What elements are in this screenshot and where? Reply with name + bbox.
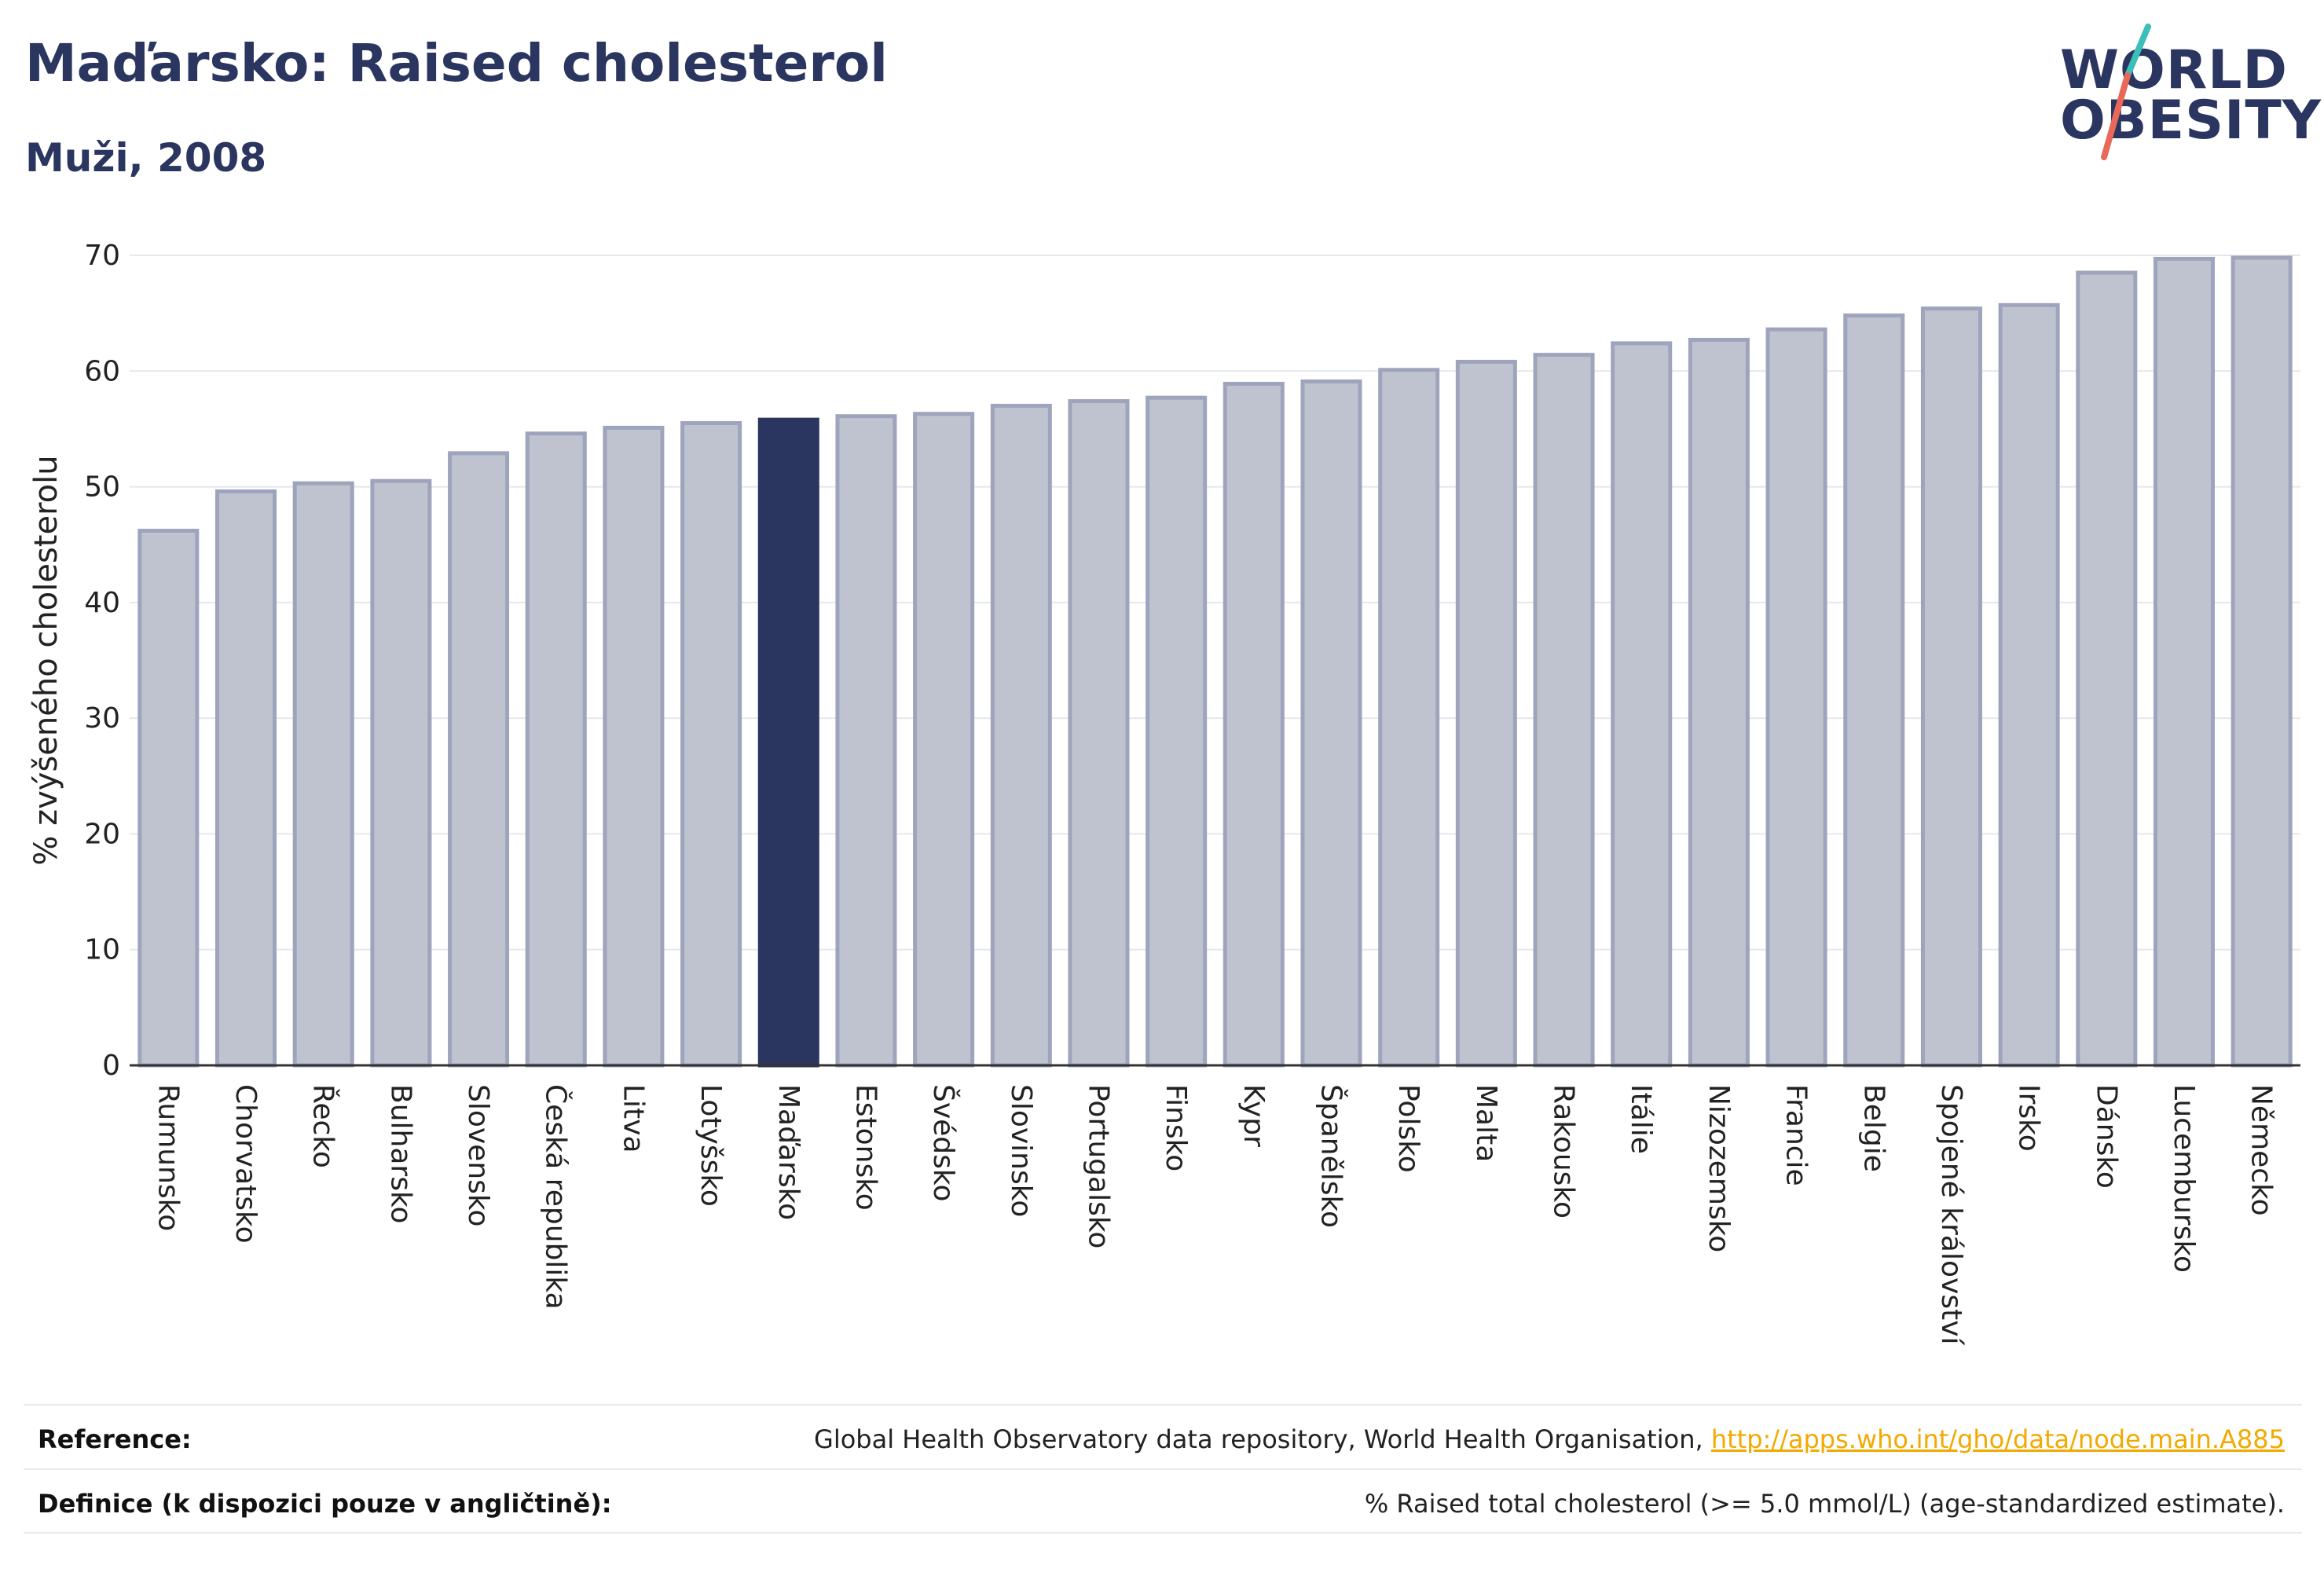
logo-line2: OBESITY: [2060, 90, 2322, 152]
x-tick-label: Estonsko: [849, 1084, 882, 1211]
x-tick-label: Malta: [1470, 1084, 1502, 1162]
logo-line1: WORLD: [2060, 39, 2288, 101]
y-tick-label: 0: [102, 1050, 120, 1082]
x-tick-label: Slovensko: [462, 1084, 494, 1227]
reference-text: Global Health Observatory data repositor…: [814, 1424, 1703, 1454]
y-tick-label: 40: [84, 587, 120, 619]
definition-label: Definice (k dispozici pouze v angličtině…: [38, 1489, 612, 1519]
bar-chart: 0 10 20 30 40 50 60 70 Rumunsko Chorvatsko Řecko Bu…: [28, 240, 2300, 1346]
chart-title: Maďarsko: Raised cholesterol: [25, 33, 888, 93]
footer-divider: [24, 1532, 2302, 1534]
reference-row: Reference: Global Health Observatory dat…: [24, 1404, 2302, 1468]
x-tick-label: Francie: [1780, 1084, 1813, 1186]
bars: [137, 255, 2293, 1068]
reference-label: Reference:: [38, 1424, 192, 1454]
x-tick-label: Švédsko: [927, 1084, 960, 1202]
x-tick-label: Portugalsko: [1082, 1084, 1114, 1248]
definition-row: Definice (k dispozici pouze v angličtině…: [24, 1468, 2302, 1533]
x-tick-label: Irsko: [2013, 1084, 2045, 1152]
definition-text: % Raised total cholesterol (>= 5.0 mmol/…: [1364, 1489, 2285, 1519]
axes: 0 10 20 30 40 50 60 70 Rumunsko Chorvatsko Řecko Bu…: [84, 240, 2300, 1346]
bar-19[interactable]: [1611, 341, 1673, 1068]
x-tick-label: Lucembursko: [2168, 1084, 2200, 1273]
bar-16[interactable]: [1378, 368, 1440, 1068]
x-tick-label: Maďarsko: [772, 1084, 805, 1220]
x-tick-label: Česká republika: [540, 1084, 573, 1310]
y-axis-label: % zvýšeného cholesterolu: [28, 455, 64, 865]
reference-value: Global Health Observatory data repositor…: [814, 1424, 2285, 1454]
x-tick-label: Bulharsko: [384, 1084, 416, 1224]
x-tick-label: Řecko: [307, 1084, 340, 1168]
x-tick-label: Kypr: [1237, 1084, 1270, 1147]
bar-7[interactable]: [680, 421, 742, 1068]
x-tick-label: Rumunsko: [152, 1084, 184, 1231]
y-tick-label: 20: [84, 818, 120, 850]
bar-6[interactable]: [603, 425, 665, 1068]
y-tick-label: 50: [84, 471, 120, 504]
bar-2[interactable]: [292, 481, 354, 1068]
y-tick-label: 60: [84, 355, 120, 387]
logo-slash-icon: [2101, 24, 2151, 160]
bar-24[interactable]: [1998, 302, 2060, 1068]
bar-26[interactable]: [2153, 256, 2215, 1068]
bar-18[interactable]: [1533, 353, 1595, 1068]
bar-23[interactable]: [1920, 306, 1982, 1068]
x-tick-label: Litva: [617, 1084, 649, 1153]
x-tick-label: Rakousko: [1548, 1084, 1580, 1219]
x-tick-label: Německo: [2245, 1084, 2278, 1216]
x-tick-label: Lotyšsko: [695, 1084, 727, 1207]
y-tick-label: 30: [84, 702, 120, 735]
bar-22[interactable]: [1843, 313, 1905, 1068]
bar-0[interactable]: [137, 529, 200, 1068]
world-obesity-logo[interactable]: WORLD OBESITY: [2051, 24, 2321, 173]
bar-13[interactable]: [1146, 395, 1208, 1068]
bar-8[interactable]: [757, 417, 819, 1068]
chart-subtitle: Muži, 2008: [25, 135, 267, 181]
x-tick-label: Itálie: [1625, 1084, 1657, 1154]
x-tick-label: Slovinsko: [1005, 1084, 1037, 1217]
bar-4[interactable]: [448, 451, 510, 1068]
bar-15[interactable]: [1300, 379, 1362, 1068]
x-tick-label: Finsko: [1160, 1084, 1192, 1171]
bar-1[interactable]: [215, 489, 277, 1068]
bar-27[interactable]: [2231, 255, 2293, 1068]
x-tick-label: Španělsko: [1315, 1084, 1348, 1228]
bar-5[interactable]: [525, 431, 587, 1068]
x-tick-label: Belgie: [1857, 1084, 1890, 1172]
bar-21[interactable]: [1765, 327, 1827, 1068]
y-tick-label: 10: [84, 934, 120, 966]
x-tick-label: Dánsko: [2090, 1084, 2122, 1189]
y-tick-label: 70: [84, 240, 120, 272]
bar-11[interactable]: [990, 403, 1052, 1068]
bar-17[interactable]: [1455, 360, 1517, 1068]
x-tick-label: Nizozemsko: [1703, 1084, 1735, 1252]
bar-12[interactable]: [1068, 399, 1130, 1068]
bar-25[interactable]: [2076, 270, 2138, 1068]
bar-14[interactable]: [1222, 381, 1285, 1068]
bar-10[interactable]: [913, 412, 975, 1068]
bar-20[interactable]: [1688, 338, 1750, 1068]
x-tick-label: Polsko: [1392, 1084, 1424, 1173]
bar-3[interactable]: [370, 478, 432, 1068]
x-tick-label: Chorvatsko: [229, 1084, 262, 1244]
reference-link[interactable]: http://apps.who.int/gho/data/node.main.A…: [1710, 1424, 2285, 1454]
bar-9[interactable]: [835, 414, 897, 1068]
x-tick-label: Spojené království: [1935, 1084, 1967, 1346]
